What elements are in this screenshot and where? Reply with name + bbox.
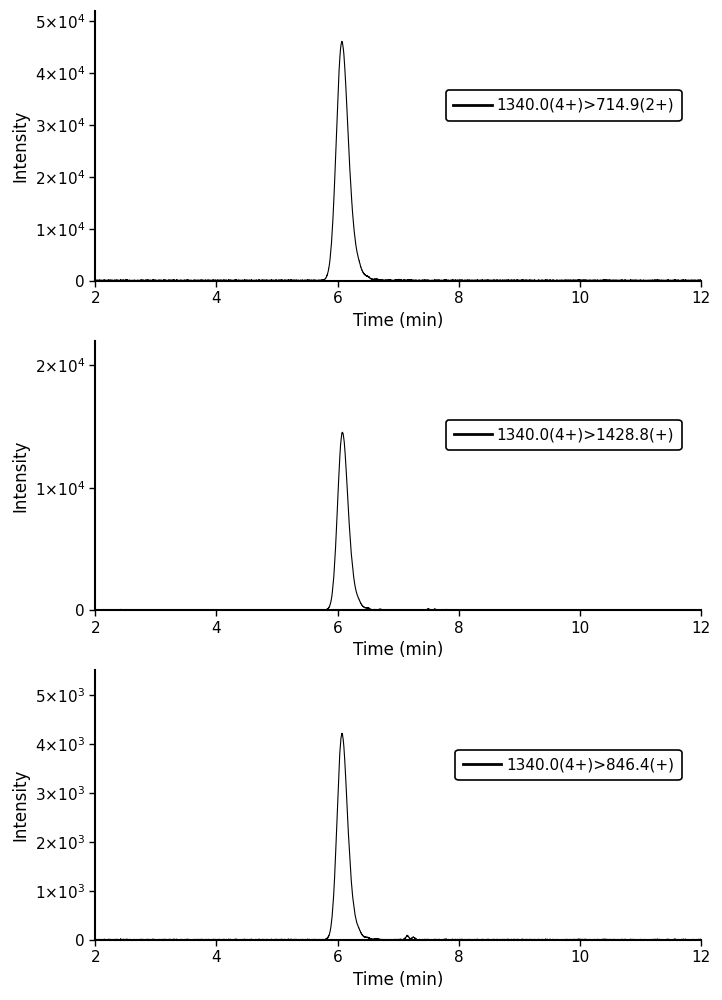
Y-axis label: Intensity: Intensity xyxy=(11,439,29,512)
Legend: 1340.0(4+)>1428.8(+): 1340.0(4+)>1428.8(+) xyxy=(446,420,682,450)
Y-axis label: Intensity: Intensity xyxy=(12,769,30,841)
Legend: 1340.0(4+)>714.9(2+): 1340.0(4+)>714.9(2+) xyxy=(445,90,682,121)
Y-axis label: Intensity: Intensity xyxy=(11,110,29,182)
Legend: 1340.0(4+)>846.4(+): 1340.0(4+)>846.4(+) xyxy=(456,750,682,780)
X-axis label: Time (min): Time (min) xyxy=(353,312,443,330)
X-axis label: Time (min): Time (min) xyxy=(353,971,443,989)
X-axis label: Time (min): Time (min) xyxy=(353,641,443,659)
